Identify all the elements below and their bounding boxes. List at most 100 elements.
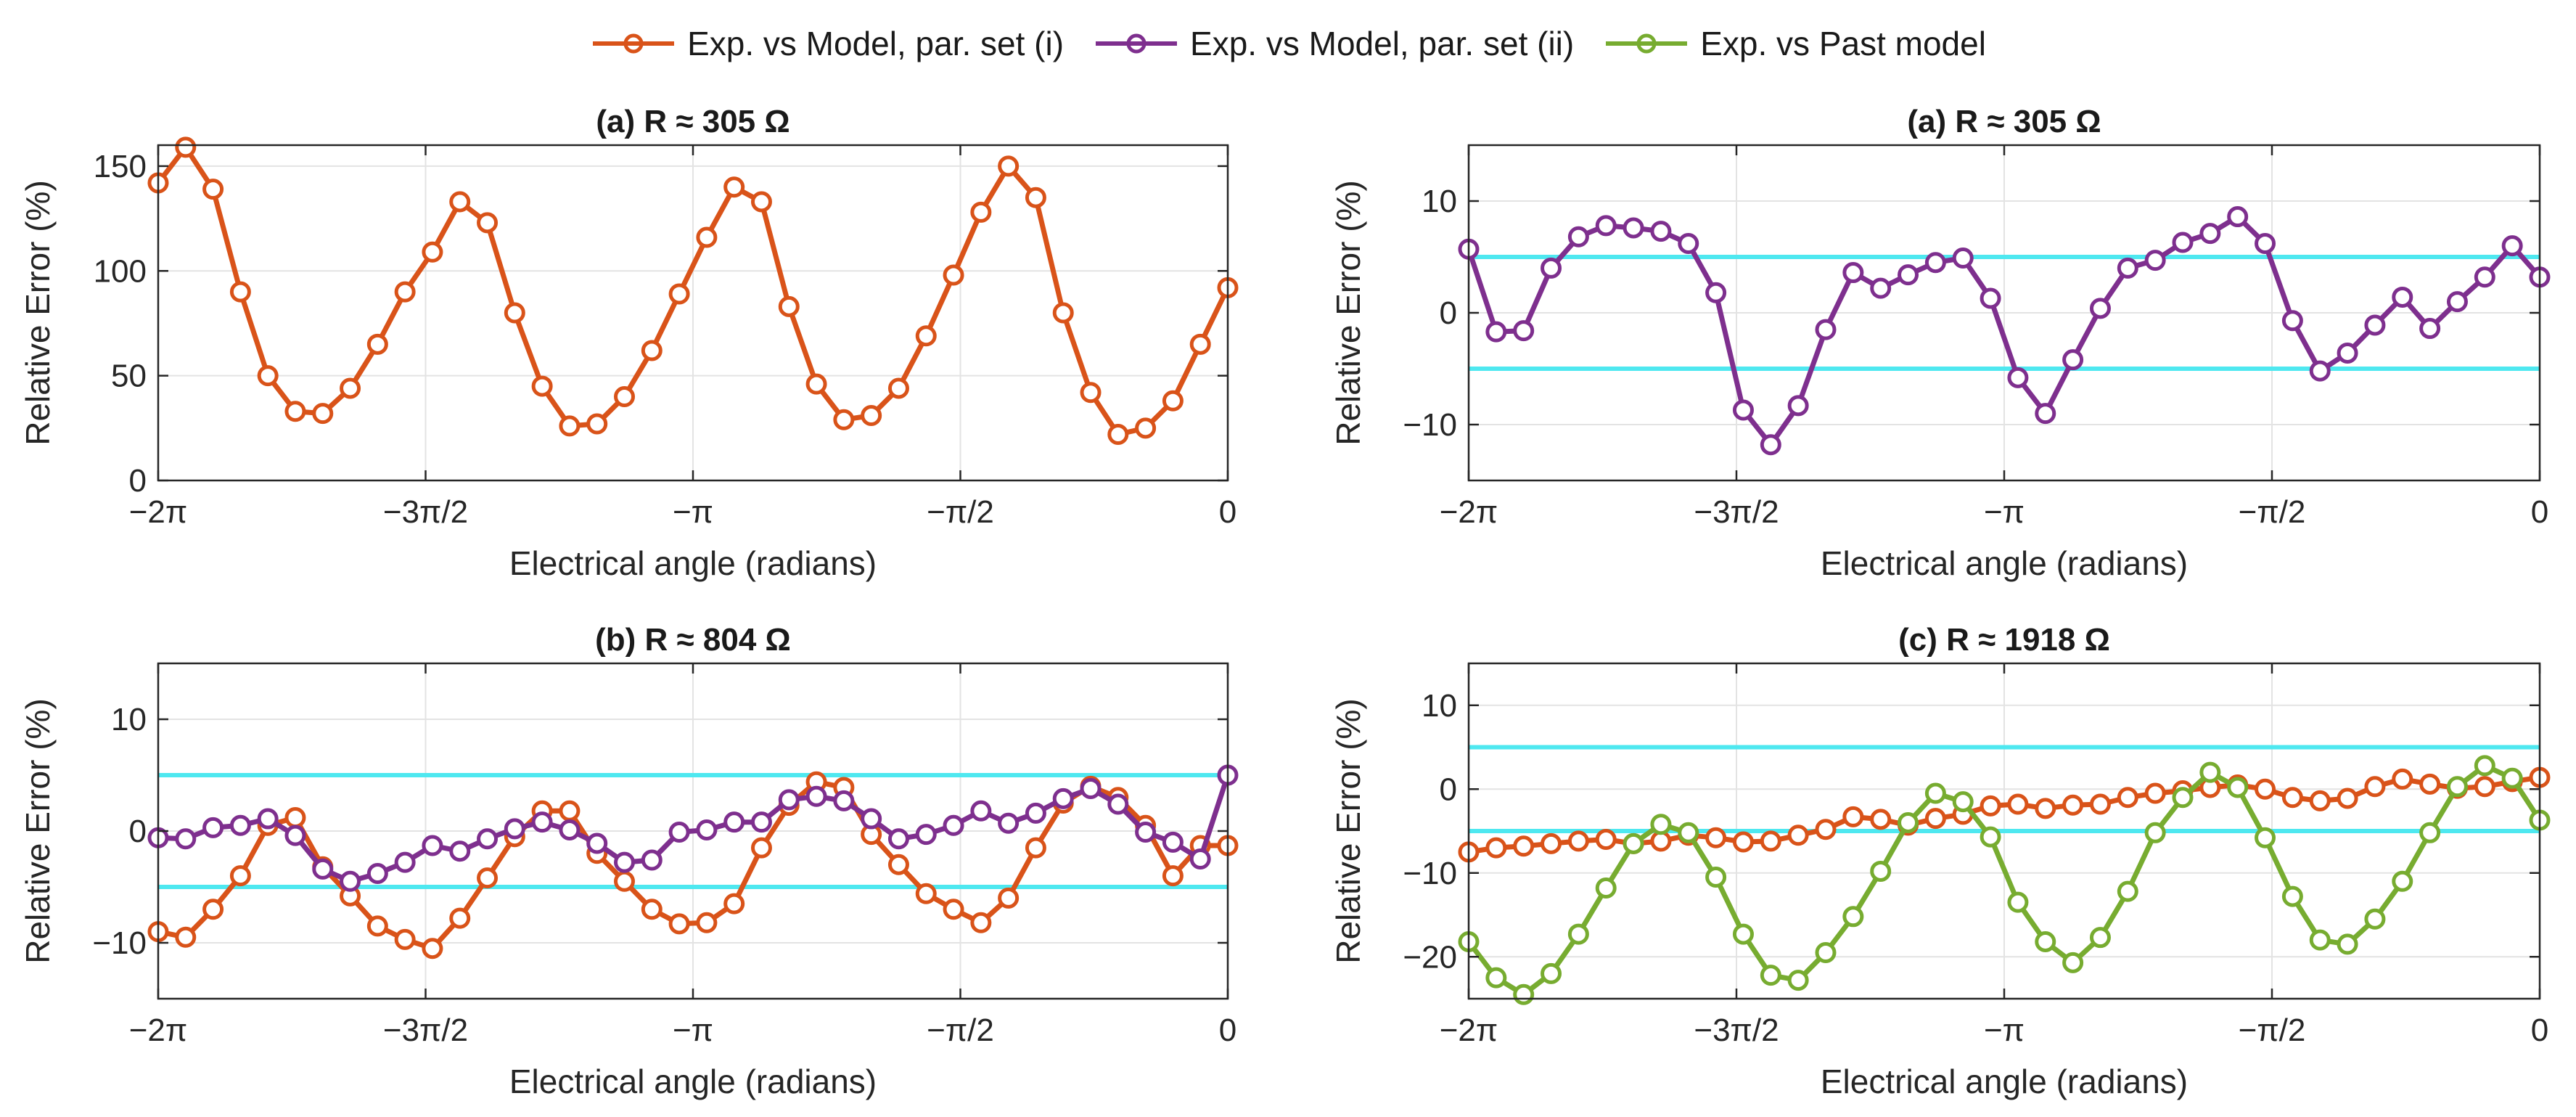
chart-title: (c) R ≈ 1918 Ω xyxy=(1898,622,2110,658)
data-point xyxy=(394,281,416,303)
data-point xyxy=(2419,318,2441,340)
x-tick-label: −2π xyxy=(1440,1012,1498,1048)
legend-label: Exp. vs Past model xyxy=(1700,25,1986,62)
data-point xyxy=(2117,257,2138,279)
data-point xyxy=(833,790,855,811)
data-point xyxy=(2446,776,2468,798)
data-point xyxy=(366,333,388,355)
y-tick-label: 0 xyxy=(1440,772,1457,807)
data-point xyxy=(1732,831,1754,853)
data-point xyxy=(2255,778,2276,800)
data-point xyxy=(1760,830,1781,852)
data-point xyxy=(1025,187,1046,208)
x-tick-label: −π/2 xyxy=(2239,1012,2306,1048)
data-point xyxy=(422,938,443,960)
data-point xyxy=(1025,802,1046,824)
legend-item: Exp. vs Past model xyxy=(1603,24,1986,63)
data-point xyxy=(229,814,251,836)
x-tick-label: −3π/2 xyxy=(1694,1012,1779,1048)
series-2 xyxy=(147,764,1239,892)
data-point xyxy=(2199,761,2221,783)
data-point xyxy=(641,849,663,871)
data-point xyxy=(861,404,882,426)
data-point xyxy=(2007,891,2029,913)
data-point xyxy=(531,811,553,833)
series-line xyxy=(156,144,1231,437)
data-point xyxy=(2392,286,2413,308)
data-point xyxy=(2337,342,2358,364)
data-point xyxy=(1732,923,1754,945)
data-point xyxy=(1623,832,1644,854)
data-point xyxy=(1623,217,1644,239)
data-point xyxy=(2364,776,2386,798)
x-tick-label: −π/2 xyxy=(2239,494,2306,530)
data-point xyxy=(887,828,909,850)
data-point xyxy=(1541,962,1562,984)
chart-title: (a) R ≈ 305 Ω xyxy=(1907,104,2101,139)
data-point xyxy=(2227,777,2249,798)
data-point xyxy=(2309,790,2331,811)
data-point xyxy=(1815,819,1837,840)
data-point xyxy=(1870,809,1892,830)
x-tick-label: −π/2 xyxy=(927,494,994,530)
data-point xyxy=(422,241,443,263)
data-point xyxy=(1567,923,1589,945)
data-point xyxy=(2419,822,2441,843)
data-point xyxy=(750,811,772,833)
data-point xyxy=(1541,832,1562,854)
data-point xyxy=(915,824,937,846)
data-point xyxy=(614,386,636,407)
x-axis-label: Electrical angle (radians) xyxy=(509,1063,877,1100)
data-point xyxy=(2281,310,2303,332)
data-point xyxy=(668,822,690,843)
legend-item: Exp. vs Model, par. set (ii) xyxy=(1093,24,1574,63)
data-point xyxy=(366,863,388,885)
data-point xyxy=(998,812,1020,834)
y-tick-label: 0 xyxy=(129,814,147,849)
x-tick-label: −2π xyxy=(1440,494,1498,530)
data-point xyxy=(614,851,636,873)
y-tick-label: −10 xyxy=(1403,407,1457,443)
x-tick-label: 0 xyxy=(1219,1012,1236,1048)
data-point xyxy=(175,926,197,948)
data-point xyxy=(2474,776,2495,798)
data-point xyxy=(2144,782,2166,804)
data-point xyxy=(2117,787,2138,809)
data-point xyxy=(2501,767,2523,789)
data-point xyxy=(1678,233,1699,255)
data-point xyxy=(970,912,992,933)
data-point xyxy=(1952,247,1974,269)
data-point xyxy=(559,819,581,840)
x-tick-label: −3π/2 xyxy=(383,494,468,530)
data-point xyxy=(1541,257,1562,279)
y-tick-label: 0 xyxy=(129,463,147,499)
series-1 xyxy=(1458,206,2551,456)
y-axis-label: Relative Error (%) xyxy=(1329,698,1367,964)
data-point xyxy=(1595,877,1617,899)
data-point xyxy=(1924,808,1946,830)
data-point xyxy=(586,832,608,854)
data-point xyxy=(750,837,772,859)
data-point xyxy=(1135,822,1157,843)
x-tick-label: −π xyxy=(1984,494,2025,530)
data-point xyxy=(1870,277,1892,299)
y-tick-label: 150 xyxy=(94,149,147,184)
data-point xyxy=(1650,830,1672,852)
data-point xyxy=(2089,927,2111,949)
data-point xyxy=(1952,791,1974,813)
data-point xyxy=(477,212,499,234)
data-point xyxy=(696,226,718,248)
series-2 xyxy=(1458,755,2551,1005)
data-point xyxy=(394,851,416,873)
data-point xyxy=(340,870,361,892)
data-point xyxy=(2364,908,2386,930)
x-tick-label: 0 xyxy=(1219,494,1236,530)
data-point xyxy=(1595,215,1617,237)
data-point xyxy=(2337,933,2358,955)
data-point xyxy=(641,340,663,361)
data-point xyxy=(1705,282,1727,303)
data-point xyxy=(284,825,306,846)
data-point xyxy=(257,808,279,830)
data-point xyxy=(1595,829,1617,851)
